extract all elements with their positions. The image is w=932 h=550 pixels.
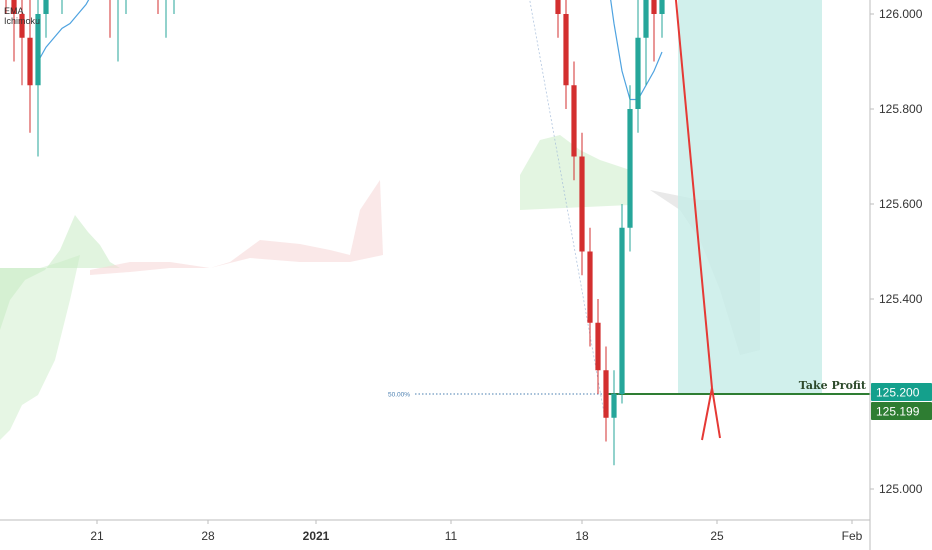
candle-body xyxy=(563,14,568,85)
price-tag-take-profit-2: 125.199 xyxy=(871,402,932,420)
candle-body xyxy=(643,0,648,38)
candle xyxy=(59,0,64,14)
candle xyxy=(123,0,128,14)
price-tag-take-profit-2-text: 125.199 xyxy=(876,405,920,419)
indicator-label-ichimoku[interactable]: Ichimoku xyxy=(4,16,40,26)
candle xyxy=(107,0,112,38)
take-profit-label: Take Profit xyxy=(799,379,867,392)
candle-body xyxy=(635,38,640,109)
candle-body xyxy=(619,228,624,394)
x-tick-label: 18 xyxy=(575,529,589,543)
candle-body xyxy=(571,85,576,156)
candle-body xyxy=(659,0,664,14)
candle-body xyxy=(587,252,592,323)
candle-body xyxy=(555,0,560,14)
candle xyxy=(643,0,648,85)
y-tick-label: 126.000 xyxy=(879,7,923,21)
y-tick-label: 125.400 xyxy=(879,292,923,306)
candle xyxy=(595,299,600,394)
candle xyxy=(115,0,120,62)
ichimoku-cloud-bearish xyxy=(90,180,383,275)
x-tick-label: 25 xyxy=(710,529,724,543)
candle-body xyxy=(651,0,656,14)
candle-body xyxy=(27,38,32,86)
fib-label-3: 50.00% xyxy=(388,392,410,399)
candle xyxy=(651,0,656,62)
candle xyxy=(635,0,640,133)
x-tick-label: Feb xyxy=(842,529,863,543)
candle xyxy=(171,0,176,14)
x-tick-label: 11 xyxy=(445,529,458,543)
price-tag-take-profit: 125.200 xyxy=(871,383,932,401)
reward-zone xyxy=(678,0,822,394)
candle-body xyxy=(627,109,632,228)
candle-body xyxy=(595,323,600,371)
candle-body xyxy=(603,370,608,418)
indicator-label-ema[interactable]: EMA xyxy=(4,6,24,16)
ichimoku-cloud-bullish-lower xyxy=(0,255,80,440)
y-tick-label: 125.800 xyxy=(879,102,923,116)
candle xyxy=(603,347,608,442)
x-tick-label: 28 xyxy=(201,529,215,543)
candle xyxy=(155,0,160,14)
price-tag-take-profit-text: 125.200 xyxy=(876,386,920,400)
candle xyxy=(587,228,592,347)
trade-arrow-head-icon xyxy=(702,388,720,440)
candle xyxy=(627,85,632,251)
candle xyxy=(43,0,48,38)
candle-body xyxy=(579,157,584,252)
candle xyxy=(659,0,664,38)
y-tick-label: 125.600 xyxy=(879,197,923,211)
candle-body xyxy=(611,394,616,418)
candle xyxy=(619,204,624,404)
candle xyxy=(163,0,168,38)
y-tick-label: 125.000 xyxy=(879,482,923,496)
x-tick-label: 2021 xyxy=(303,529,330,543)
candle-body xyxy=(43,0,48,14)
candle xyxy=(555,0,560,38)
candle xyxy=(563,0,568,109)
x-tick-label: 21 xyxy=(90,529,104,543)
candle xyxy=(611,370,616,465)
